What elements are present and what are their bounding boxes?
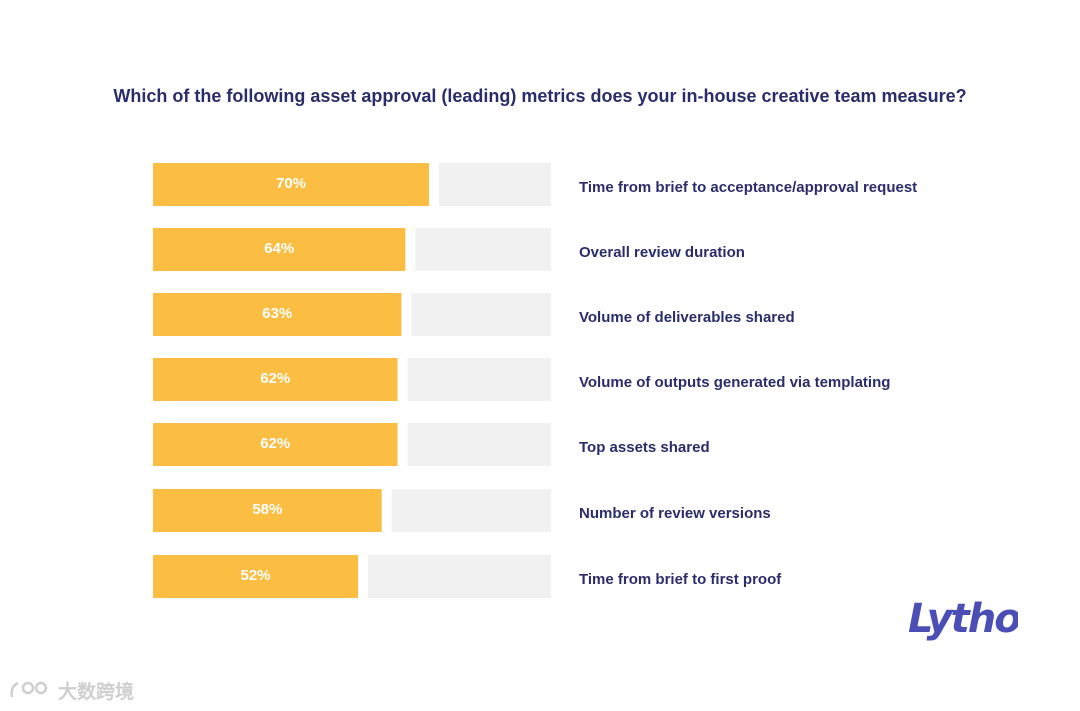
- data-label: 64%: [264, 240, 294, 257]
- bar-remainder: [407, 358, 551, 401]
- bar: [153, 423, 398, 466]
- bar-remainder: [391, 489, 551, 532]
- category-label: Volume of deliverables shared: [579, 309, 795, 326]
- bar-remainder: [411, 293, 551, 336]
- bar-remainder: [415, 228, 551, 271]
- category-label: Top assets shared: [579, 439, 710, 456]
- lytho-logo: Lytho: [908, 596, 1018, 642]
- bar: [153, 555, 359, 598]
- category-label: Time from brief to first proof: [579, 571, 782, 588]
- chart-title: Which of the following asset approval (l…: [113, 86, 967, 106]
- bar: [153, 358, 398, 401]
- bar-remainder: [407, 423, 551, 466]
- data-label: 62%: [260, 370, 290, 387]
- category-label: Time from brief to acceptance/approval r…: [579, 179, 917, 196]
- category-label: Number of review versions: [579, 505, 771, 522]
- category-label: Overall review duration: [579, 244, 745, 261]
- data-label: 63%: [262, 305, 292, 322]
- bar: [153, 228, 406, 271]
- watermark-icon: [10, 681, 48, 698]
- watermark: 大数跨境: [8, 676, 134, 704]
- watermark-text: 大数跨境: [58, 681, 135, 703]
- bar: [153, 489, 382, 532]
- svg-text:Lytho: Lytho: [908, 596, 1018, 642]
- bar-remainder: [368, 555, 551, 598]
- data-label: 58%: [252, 501, 282, 518]
- bar: [153, 163, 429, 206]
- category-label: Volume of outputs generated via templati…: [579, 374, 890, 391]
- bar-remainder: [439, 163, 551, 206]
- data-label: 52%: [240, 567, 270, 584]
- data-label: 62%: [260, 435, 290, 452]
- data-label: 70%: [276, 175, 306, 192]
- bar: [153, 293, 402, 336]
